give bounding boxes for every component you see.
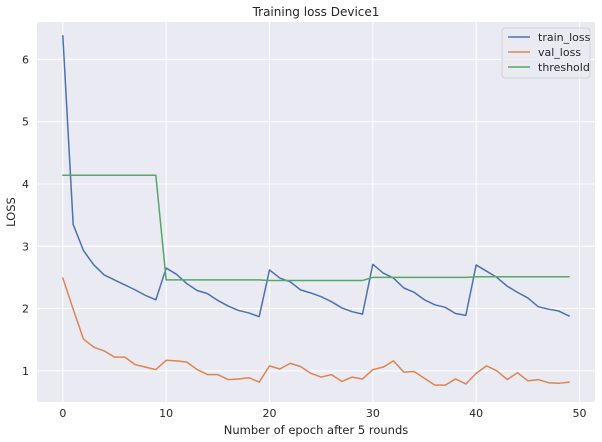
legend-label: val_loss [538, 46, 581, 59]
x-tick-label: 30 [366, 407, 380, 420]
legend: train_loss val_loss threshold [501, 27, 591, 79]
series-line-threshold [62, 174, 570, 282]
series-group [62, 34, 570, 386]
y-tick-label: 4 [22, 178, 29, 191]
y-axis-label: LOSS [4, 197, 18, 227]
x-tick-label: 40 [469, 407, 483, 420]
y-tick-label: 2 [22, 303, 29, 316]
y-tick-label: 5 [22, 116, 29, 129]
y-tick-label: 3 [22, 240, 29, 253]
legend-label: threshold [538, 61, 590, 74]
x-tick-label: 50 [573, 407, 587, 420]
y-tick-label: 6 [22, 53, 29, 66]
grid [37, 22, 595, 402]
legend-box [501, 27, 591, 79]
series-line-train-loss [62, 34, 570, 318]
series-line-val-loss [62, 277, 570, 386]
x-tick-labels: 0 10 20 30 40 50 [59, 407, 586, 420]
x-tick-label: 10 [159, 407, 173, 420]
y-tick-label: 1 [22, 365, 29, 378]
legend-label: train_loss [538, 31, 591, 44]
x-axis-label: Number of epoch after 5 rounds [224, 423, 408, 437]
y-tick-labels: 1 2 3 4 5 6 [22, 53, 29, 377]
x-tick-label: 0 [59, 407, 66, 420]
plot-area [37, 22, 595, 402]
x-tick-label: 20 [263, 407, 277, 420]
chart-title: Training loss Device1 [252, 5, 380, 19]
